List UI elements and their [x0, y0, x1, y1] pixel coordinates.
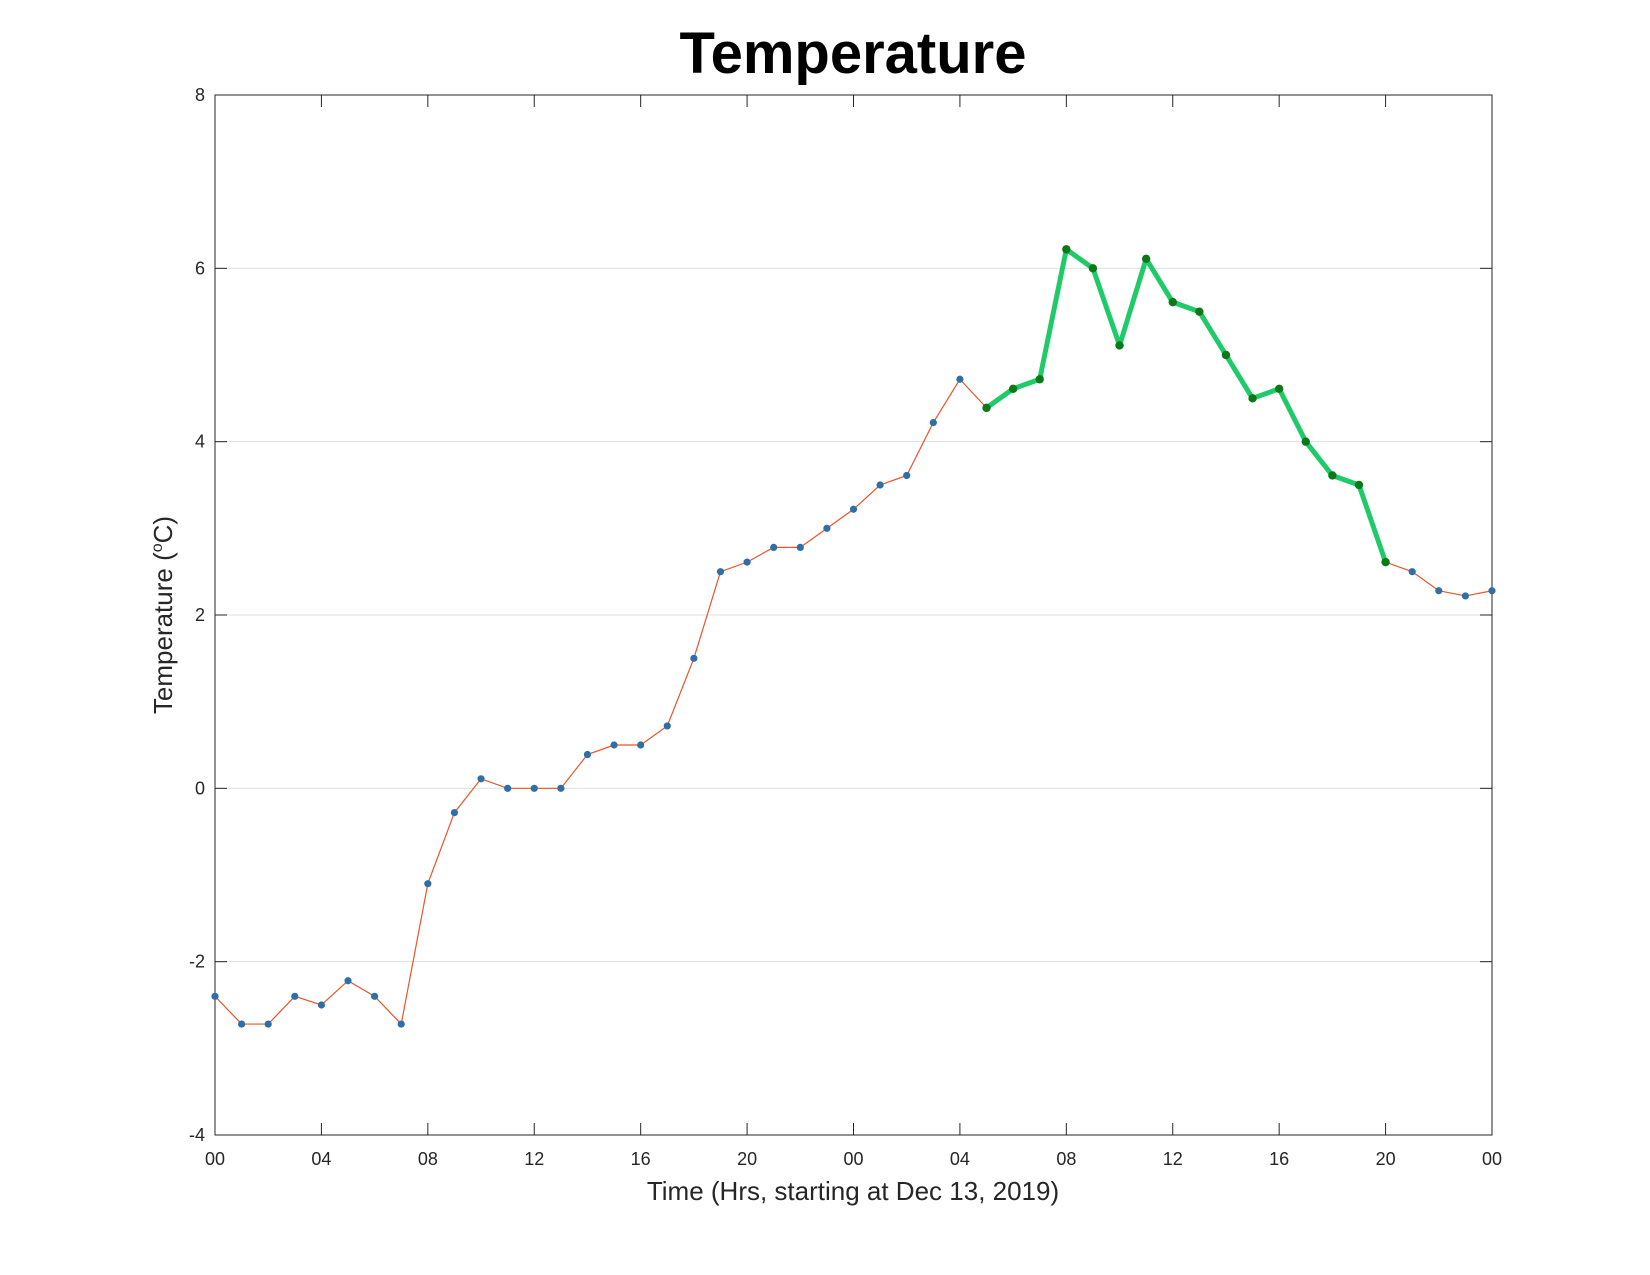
y-axis-label: Temperature (oC)	[148, 516, 178, 714]
grid-lines	[215, 267, 1492, 963]
data-point	[211, 992, 219, 1000]
data-point	[743, 558, 751, 566]
highlight-point	[1115, 341, 1124, 350]
data-series	[211, 245, 1496, 1028]
data-point	[796, 543, 804, 552]
temperature-line	[214, 248, 1493, 1026]
data-point	[1461, 592, 1469, 600]
x-tick-label: 16	[631, 1149, 651, 1169]
highlight-point	[1168, 297, 1177, 307]
highlight-point	[1141, 254, 1151, 263]
data-point	[823, 524, 831, 532]
highlight-point	[1088, 264, 1098, 273]
data-point	[424, 880, 432, 888]
x-tick-label: 12	[1163, 1149, 1183, 1169]
highlight-point	[1274, 384, 1284, 393]
y-axis-label-degree: o	[149, 543, 166, 552]
data-point	[450, 809, 459, 817]
x-tick-label: 00	[205, 1149, 225, 1169]
data-point	[637, 741, 645, 749]
data-point	[477, 775, 485, 783]
y-axis-label-unit: C)	[148, 516, 178, 543]
data-point	[1488, 587, 1496, 595]
highlight-point	[1328, 471, 1337, 480]
data-point	[849, 505, 858, 513]
chart-title: Temperature	[679, 21, 1026, 86]
y-tick-labels: -4 -2 0 2 4 6 8	[189, 85, 205, 1145]
x-tick-label: 08	[418, 1149, 438, 1169]
data-point	[876, 481, 884, 489]
axis-ticks	[214, 94, 1493, 1136]
highlight-point	[1195, 307, 1204, 316]
x-tick-label: 20	[1376, 1149, 1396, 1169]
y-tick-label: 2	[195, 605, 205, 625]
data-point	[557, 784, 565, 792]
data-point	[371, 992, 379, 1000]
data-point	[397, 1020, 405, 1028]
y-axis-label-main: Temperature (	[148, 552, 178, 714]
data-point	[1435, 587, 1443, 595]
y-tick-label: 0	[195, 778, 205, 798]
highlight-point	[982, 403, 991, 413]
y-tick-label: 4	[195, 432, 205, 452]
data-point	[238, 1020, 246, 1028]
x-axis-label: Time (Hrs, starting at Dec 13, 2019)	[647, 1176, 1059, 1206]
x-tick-label: 00	[1482, 1149, 1502, 1169]
data-point	[956, 375, 964, 383]
data-point	[530, 784, 538, 792]
data-point	[1408, 568, 1416, 576]
data-point	[504, 784, 512, 792]
x-tick-labels: 00 04 08 12 16 20 00 04 08 12 16 20 00	[205, 1149, 1502, 1169]
data-point	[929, 419, 937, 427]
data-point	[583, 750, 592, 759]
y-tick-label: -4	[189, 1125, 205, 1145]
highlight-line	[985, 246, 1388, 563]
x-tick-label: 00	[843, 1149, 863, 1169]
highlight-point	[1035, 375, 1044, 384]
data-point	[291, 992, 299, 1000]
highlight-point	[1008, 384, 1018, 393]
data-point	[663, 722, 671, 730]
data-point	[264, 1020, 272, 1028]
data-point	[716, 568, 725, 576]
data-point	[690, 654, 698, 662]
y-tick-label: 8	[195, 85, 205, 105]
highlight-point	[1381, 557, 1390, 567]
x-tick-label: 16	[1269, 1149, 1289, 1169]
data-point	[610, 741, 618, 749]
data-point	[770, 543, 778, 552]
highlight-point	[1354, 480, 1364, 490]
y-tick-label: 6	[195, 258, 205, 278]
y-tick-label: -2	[189, 952, 205, 972]
x-tick-label: 12	[524, 1149, 544, 1169]
highlight-point	[1062, 245, 1071, 254]
highlight-point	[1301, 437, 1310, 446]
x-tick-label: 04	[311, 1149, 331, 1169]
data-point	[344, 977, 352, 985]
highlight-point	[1221, 350, 1231, 360]
x-tick-label: 08	[1056, 1149, 1076, 1169]
x-tick-label: 20	[737, 1149, 757, 1169]
data-point	[317, 1001, 326, 1009]
data-point	[903, 471, 911, 480]
highlight-point	[1248, 394, 1257, 403]
x-tick-label: 04	[950, 1149, 970, 1169]
